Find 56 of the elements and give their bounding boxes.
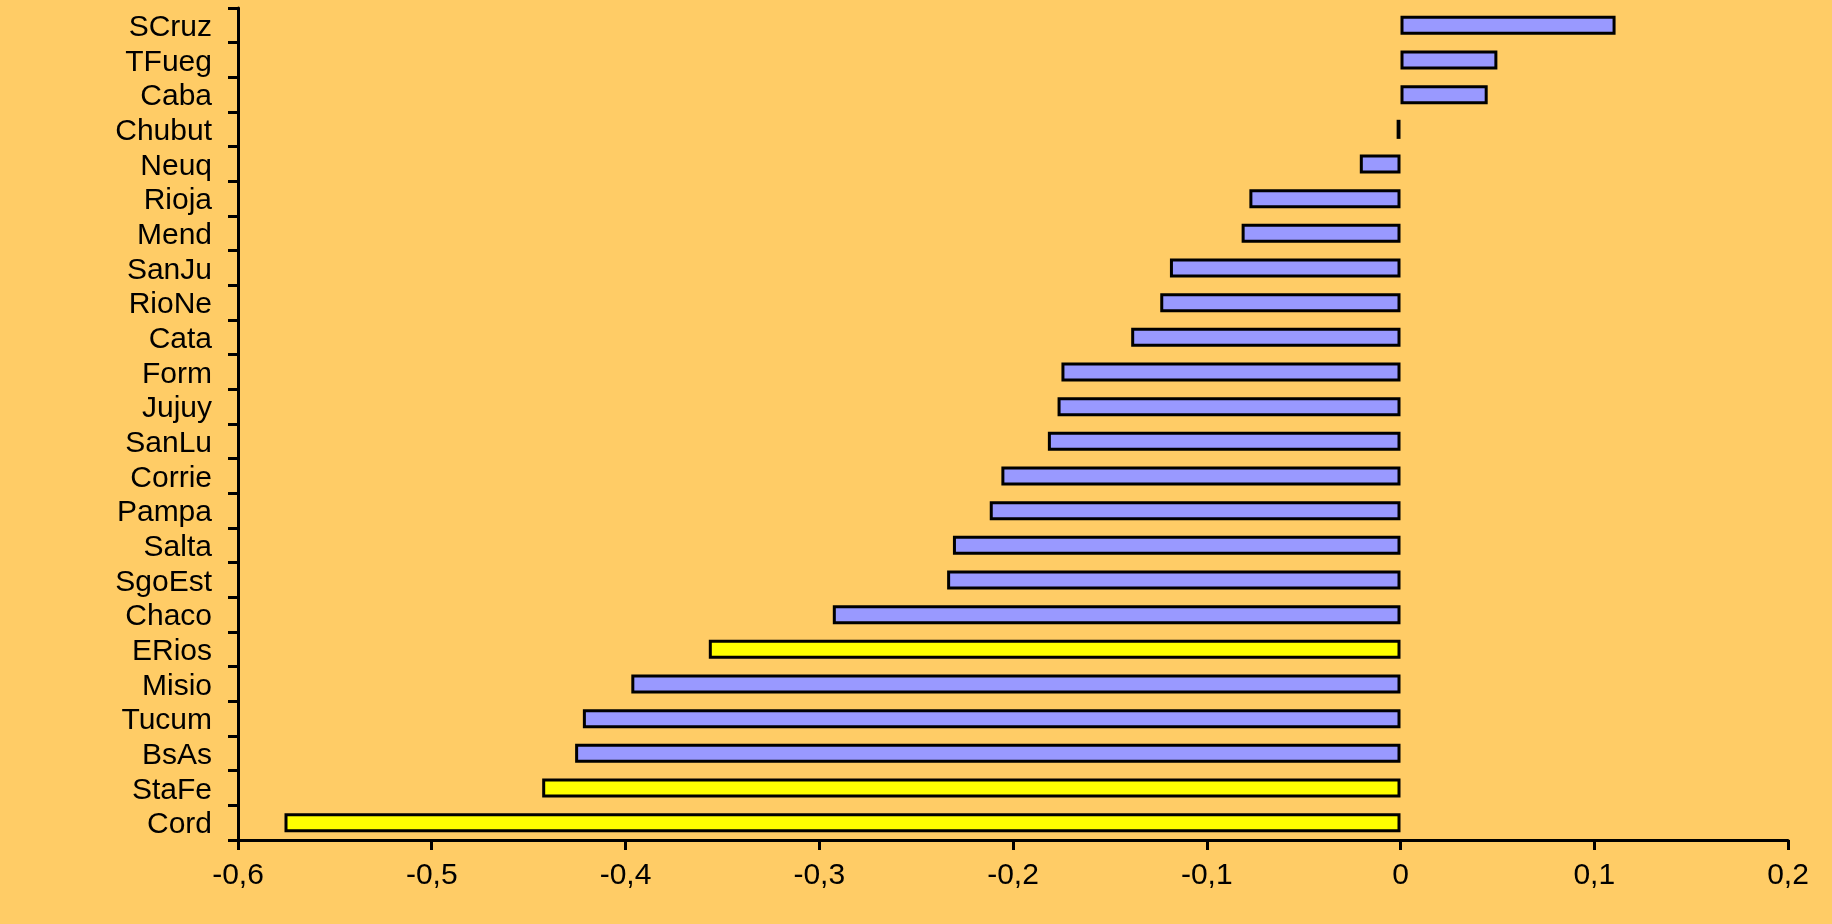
bar [631,674,1401,694]
y-tick-label: Mend [136,216,212,250]
y-tick-label: Neuq [140,147,212,181]
y-tick-label: TFueg [125,43,212,77]
bar [284,813,1401,833]
x-tick-label: -0,6 [212,856,264,890]
bar [1400,15,1616,35]
bar [947,570,1401,590]
x-tick-label: 0 [1392,856,1409,890]
x-tick-label: -0,2 [987,856,1039,890]
y-tick-label: Cata [148,320,213,354]
bar [542,778,1401,798]
y-tick-label: SCruz [128,8,212,42]
x-tick-label: 0,2 [1767,856,1809,890]
bar [1249,189,1401,209]
bar [1241,223,1401,243]
bar [832,605,1401,625]
y-tick-label: Misio [141,667,212,701]
y-tick-label: Rioja [143,182,213,216]
bar [1160,293,1401,313]
bar [1057,397,1401,417]
bar [708,639,1401,659]
y-tick-label: Chaco [125,598,212,632]
y-tick-label: SgoEst [115,563,213,597]
bar [1131,327,1401,347]
x-tick-label: -0,5 [405,856,458,890]
bar [1400,85,1488,105]
x-tick-label: 0,1 [1573,856,1616,890]
y-tick-label: BsAs [141,736,212,770]
y-tick-label: Caba [140,78,213,112]
bar [952,535,1401,555]
bar [1169,258,1401,278]
x-tick-label: -0,4 [599,856,652,890]
bar [1047,431,1401,451]
y-tick-label: ERios [131,632,212,666]
y-tick-label: Corrie [130,459,212,493]
x-tick-label: -0,3 [793,856,846,890]
bar [575,743,1401,763]
x-tick-label: -0,1 [1180,856,1233,890]
y-tick-label: Chubut [115,112,213,146]
y-tick-label: Pampa [116,494,213,528]
y-tick-label: Jujuy [141,390,212,424]
bar [1359,154,1401,174]
y-tick-label: SanLu [125,424,212,458]
y-tick-label: Salta [143,528,213,562]
bar [989,501,1401,521]
y-tick-label: SanJu [126,251,212,285]
y-tick-label: Form [142,355,212,389]
y-tick-label: Tucum [121,702,212,736]
y-tick-label: Cord [146,806,212,840]
y-tick-label: StaFe [131,771,212,805]
bar [1001,466,1401,486]
bar [582,709,1401,729]
bar [1400,50,1498,70]
y-tick-label: RioNe [128,286,212,320]
bar [1061,362,1401,382]
